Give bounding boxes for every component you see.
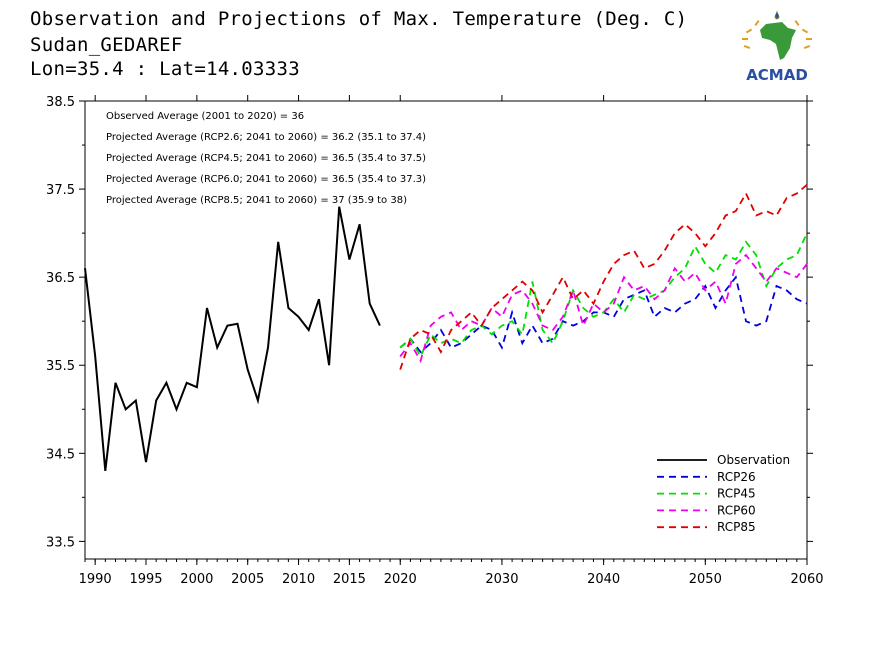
plot-frame: [84, 100, 808, 560]
y-tick-label: 36.5: [46, 271, 75, 286]
legend-label: RCP60: [717, 503, 756, 517]
y-tick-label: 35.5: [46, 359, 75, 374]
legend-label: Observation: [717, 453, 790, 467]
x-tick-label: 2040: [587, 572, 620, 587]
x-tick-label: 2050: [689, 572, 722, 587]
legend-label: RCP45: [717, 487, 756, 501]
series-line-rcp60: [399, 253, 808, 364]
annotation-line: Projected Average (RCP6.0; 2041 to 2060)…: [106, 174, 426, 185]
series-line-observation: [84, 206, 381, 472]
x-tick-label: 2020: [384, 572, 417, 587]
x-tick-label: 2010: [282, 572, 315, 587]
x-tick-label: 1995: [129, 572, 162, 587]
station-name: Sudan_GEDAREF: [30, 34, 183, 56]
x-tick-label: 2060: [790, 572, 823, 587]
annotation-line: Observed Average (2001 to 2020) = 36: [106, 111, 304, 122]
y-tick-label: 34.5: [46, 447, 75, 462]
legend-label: RCP26: [717, 470, 756, 484]
series-line-rcp26: [399, 275, 808, 354]
series-line-rcp85: [399, 184, 808, 370]
x-tick-label: 2000: [180, 572, 213, 587]
x-tick-label: 2005: [231, 572, 264, 587]
chart-title: Observation and Projections of Max. Temp…: [30, 8, 688, 30]
acmad-logo: ACMAD: [736, 8, 818, 84]
y-tick-label: 33.5: [46, 535, 75, 550]
legend-label: RCP85: [717, 520, 756, 534]
y-tick-label: 38.5: [46, 95, 75, 110]
annotation-line: Projected Average (RCP2.6; 2041 to 2060)…: [106, 132, 426, 143]
y-tick-label: 37.5: [46, 183, 75, 198]
x-tick-label: 2030: [485, 572, 518, 587]
annotation-line: Projected Average (RCP4.5; 2041 to 2060)…: [106, 153, 426, 164]
logo-text: ACMAD: [746, 66, 808, 84]
coordinates: Lon=35.4 : Lat=14.03333: [30, 58, 300, 80]
x-tick-label: 2015: [333, 572, 366, 587]
x-tick-label: 1990: [79, 572, 112, 587]
africa-icon: [742, 10, 812, 60]
series-line-rcp45: [399, 232, 808, 359]
annotation-line: Projected Average (RCP8.5; 2041 to 2060)…: [106, 195, 407, 206]
